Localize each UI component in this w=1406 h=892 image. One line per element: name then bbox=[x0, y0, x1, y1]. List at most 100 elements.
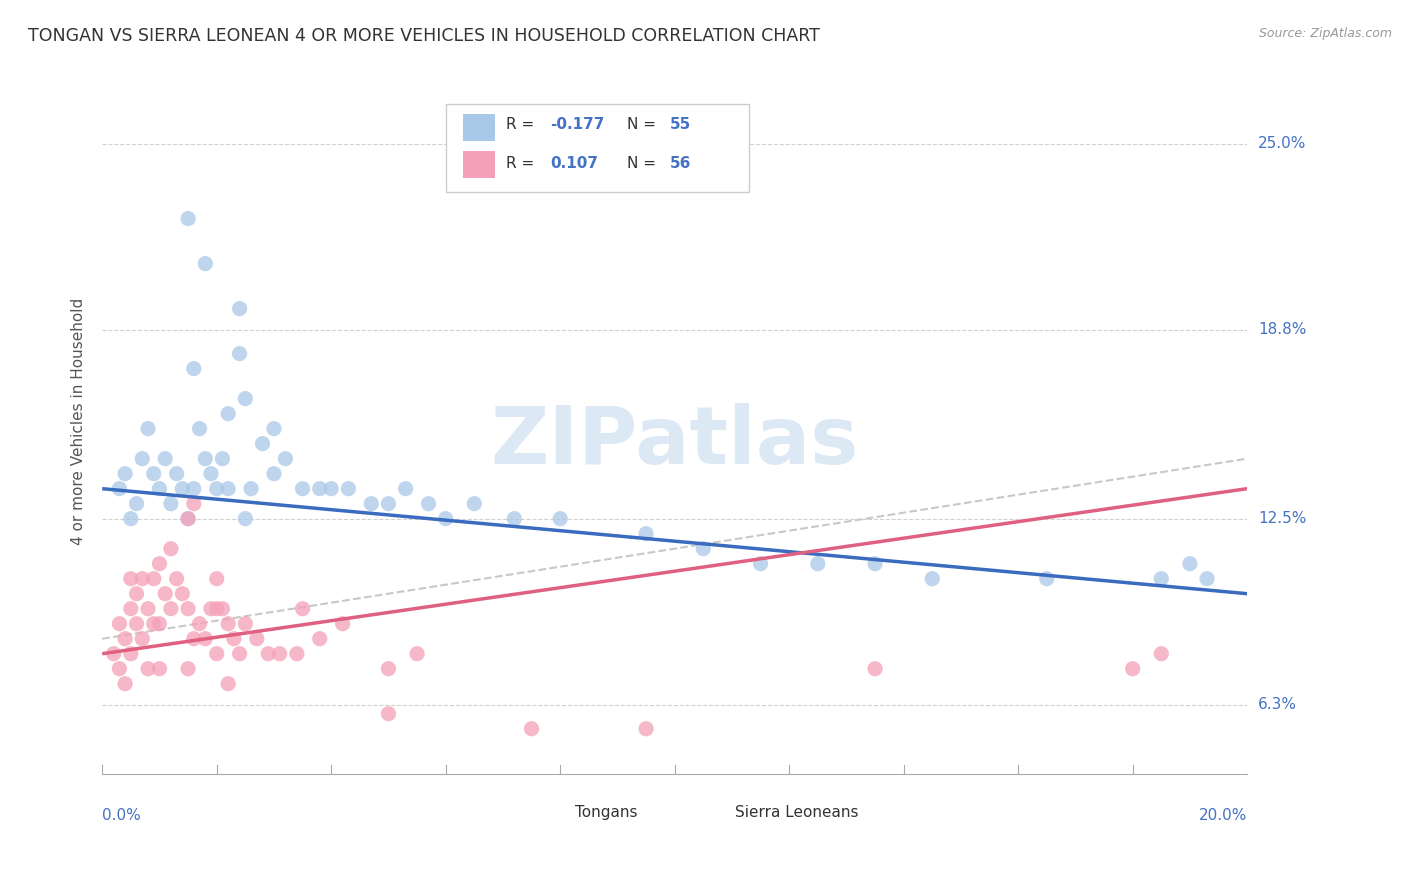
Point bbox=[1150, 572, 1173, 586]
Point bbox=[233, 511, 256, 525]
Text: 6.3%: 6.3% bbox=[1258, 698, 1298, 712]
Point bbox=[217, 407, 239, 421]
Point bbox=[337, 482, 360, 496]
Point bbox=[177, 511, 200, 525]
Point bbox=[194, 451, 217, 466]
Point bbox=[177, 211, 200, 226]
Point bbox=[233, 616, 256, 631]
Point bbox=[463, 497, 485, 511]
Point bbox=[228, 346, 250, 360]
Text: R =: R = bbox=[506, 156, 544, 171]
Point bbox=[434, 511, 457, 525]
Point bbox=[136, 422, 159, 436]
Text: 0.0%: 0.0% bbox=[103, 808, 141, 823]
Text: 18.8%: 18.8% bbox=[1258, 322, 1306, 337]
Point bbox=[863, 662, 886, 676]
Point bbox=[142, 616, 165, 631]
Text: N =: N = bbox=[627, 156, 661, 171]
FancyBboxPatch shape bbox=[463, 151, 495, 178]
Point bbox=[120, 572, 142, 586]
Point bbox=[120, 647, 142, 661]
Point bbox=[183, 361, 205, 376]
Text: N =: N = bbox=[627, 118, 661, 132]
Point bbox=[114, 677, 136, 691]
Point bbox=[1122, 662, 1144, 676]
Point bbox=[520, 722, 543, 736]
Point bbox=[257, 647, 280, 661]
Point bbox=[1197, 572, 1219, 586]
Point bbox=[148, 557, 170, 571]
Point bbox=[921, 572, 943, 586]
Point bbox=[308, 632, 330, 646]
Point bbox=[194, 632, 217, 646]
Point bbox=[148, 482, 170, 496]
Point bbox=[188, 422, 211, 436]
Point bbox=[217, 482, 239, 496]
Point bbox=[172, 587, 194, 601]
Y-axis label: 4 or more Vehicles in Household: 4 or more Vehicles in Household bbox=[72, 298, 86, 545]
Point bbox=[263, 422, 285, 436]
Point bbox=[321, 482, 343, 496]
Point bbox=[103, 647, 125, 661]
Point bbox=[188, 616, 211, 631]
Point bbox=[177, 662, 200, 676]
Point bbox=[291, 601, 314, 615]
Point bbox=[332, 616, 354, 631]
Text: 55: 55 bbox=[671, 118, 692, 132]
Point bbox=[114, 467, 136, 481]
Point bbox=[114, 632, 136, 646]
Point bbox=[148, 616, 170, 631]
Point bbox=[131, 572, 153, 586]
Point bbox=[211, 601, 233, 615]
Point bbox=[418, 497, 440, 511]
Point bbox=[692, 541, 714, 556]
Point bbox=[131, 632, 153, 646]
Point bbox=[108, 662, 131, 676]
Point bbox=[160, 541, 183, 556]
Point bbox=[205, 482, 228, 496]
Text: 20.0%: 20.0% bbox=[1199, 808, 1247, 823]
Point bbox=[252, 436, 274, 450]
Point bbox=[291, 482, 314, 496]
Point bbox=[503, 511, 526, 525]
Point bbox=[211, 451, 233, 466]
Point bbox=[406, 647, 429, 661]
Text: 56: 56 bbox=[671, 156, 692, 171]
Point bbox=[240, 482, 263, 496]
Point bbox=[228, 647, 250, 661]
Point bbox=[200, 467, 222, 481]
Point bbox=[308, 482, 330, 496]
Text: Sierra Leoneans: Sierra Leoneans bbox=[735, 805, 859, 820]
Point bbox=[377, 706, 399, 721]
Point bbox=[205, 647, 228, 661]
Point bbox=[136, 601, 159, 615]
Point bbox=[377, 662, 399, 676]
Text: ZIPatlas: ZIPatlas bbox=[491, 403, 859, 482]
Point bbox=[377, 497, 399, 511]
Point bbox=[148, 662, 170, 676]
Point bbox=[228, 301, 250, 316]
Text: 0.107: 0.107 bbox=[550, 156, 598, 171]
Point bbox=[1178, 557, 1201, 571]
Point bbox=[749, 557, 772, 571]
Text: Tongans: Tongans bbox=[575, 805, 637, 820]
Point bbox=[125, 497, 148, 511]
Point bbox=[125, 616, 148, 631]
Point bbox=[166, 572, 188, 586]
Point bbox=[108, 616, 131, 631]
Point bbox=[233, 392, 256, 406]
Point bbox=[269, 647, 291, 661]
Point bbox=[136, 662, 159, 676]
Point bbox=[183, 632, 205, 646]
Point bbox=[394, 482, 416, 496]
Text: Source: ZipAtlas.com: Source: ZipAtlas.com bbox=[1258, 27, 1392, 40]
Point bbox=[131, 451, 153, 466]
Text: TONGAN VS SIERRA LEONEAN 4 OR MORE VEHICLES IN HOUSEHOLD CORRELATION CHART: TONGAN VS SIERRA LEONEAN 4 OR MORE VEHIC… bbox=[28, 27, 820, 45]
Point bbox=[217, 616, 239, 631]
Text: -0.177: -0.177 bbox=[550, 118, 605, 132]
Point bbox=[200, 601, 222, 615]
FancyBboxPatch shape bbox=[446, 103, 749, 192]
Point bbox=[548, 511, 571, 525]
Point bbox=[142, 467, 165, 481]
Point bbox=[183, 497, 205, 511]
